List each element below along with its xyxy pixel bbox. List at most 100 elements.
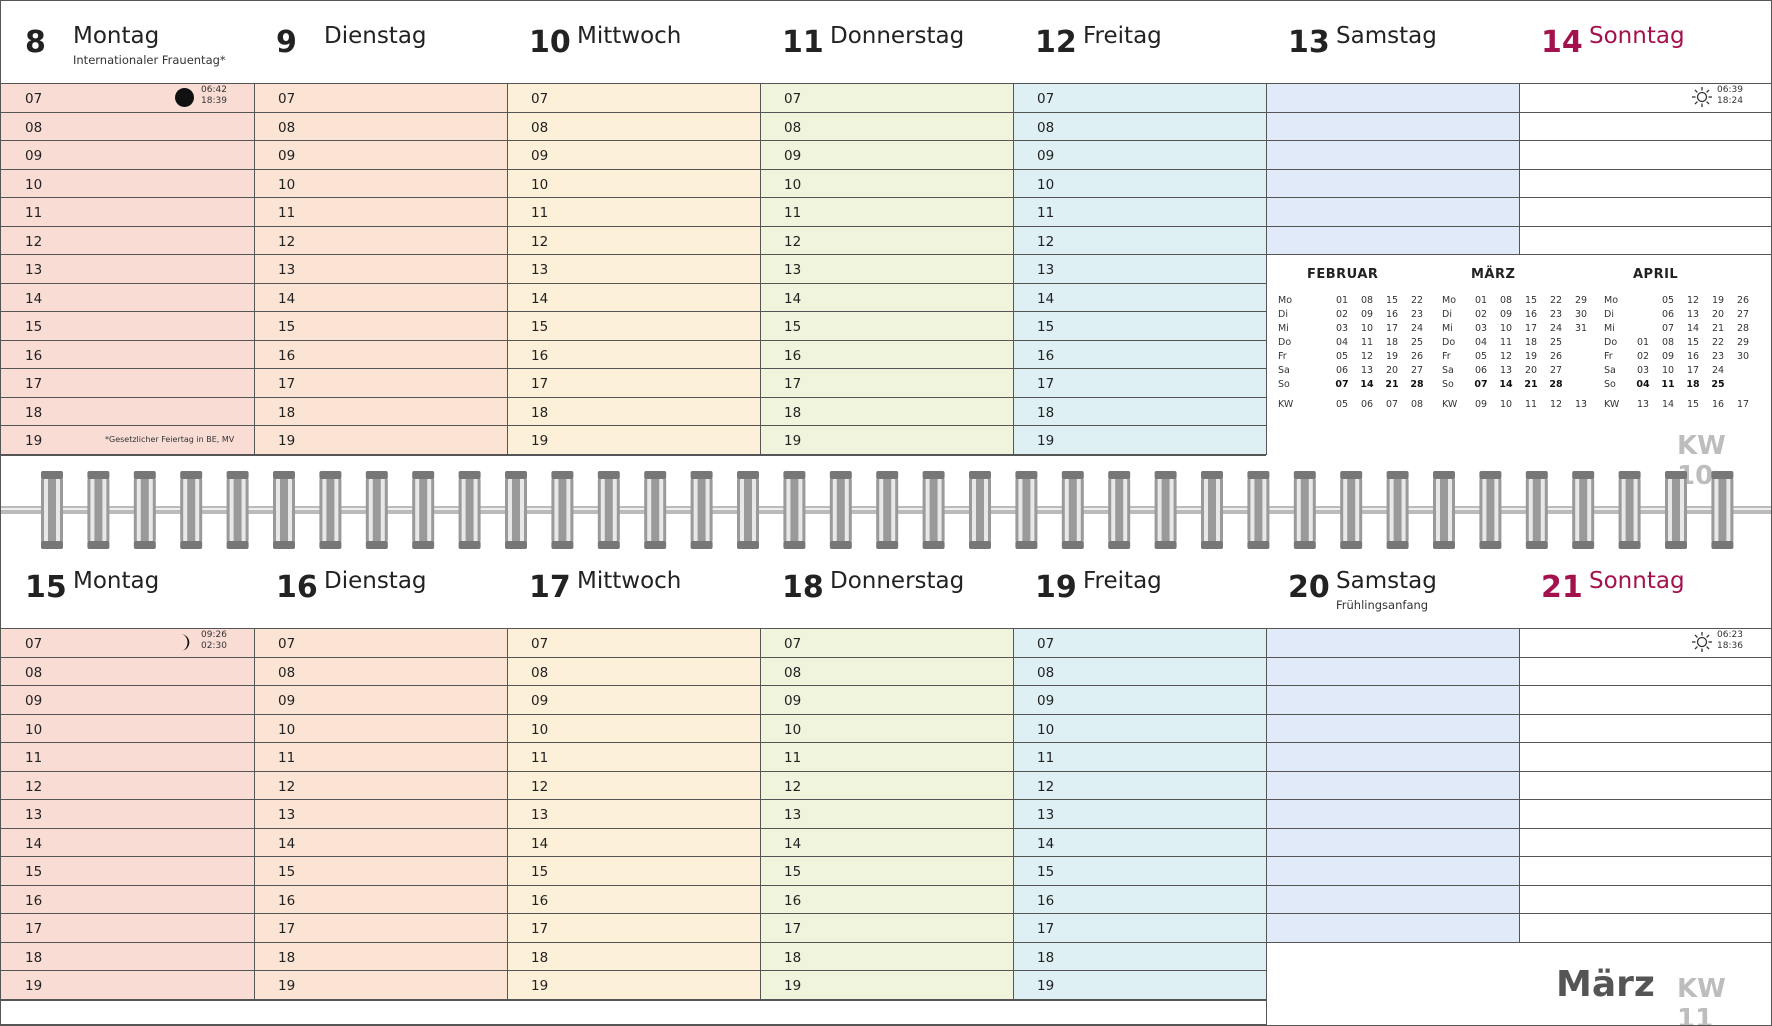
hour-row[interactable]: 18 xyxy=(507,943,760,971)
hour-row[interactable] xyxy=(1266,886,1519,914)
hour-row[interactable]: 11 xyxy=(254,198,507,227)
hour-row[interactable]: 08 xyxy=(760,658,1013,686)
hour-row[interactable] xyxy=(1266,84,1519,113)
hour-row[interactable] xyxy=(1266,141,1519,170)
hour-row[interactable] xyxy=(1266,857,1519,886)
hour-row[interactable]: 14 xyxy=(760,284,1013,312)
hour-row[interactable]: 19 xyxy=(507,426,760,455)
hour-row[interactable]: 15 xyxy=(1,857,254,886)
hour-row[interactable] xyxy=(1519,772,1771,800)
hour-row[interactable]: 10 xyxy=(1,715,254,743)
hour-row[interactable]: 08 xyxy=(507,113,760,141)
hour-row[interactable]: 12 xyxy=(1013,227,1266,255)
hour-row[interactable]: 17 xyxy=(1013,914,1266,943)
hour-row[interactable]: 10 xyxy=(507,170,760,198)
hour-row[interactable]: 10 xyxy=(254,170,507,198)
hour-row[interactable] xyxy=(1519,658,1771,686)
hour-row[interactable]: 18 xyxy=(760,398,1013,426)
hour-row[interactable]: 17 xyxy=(507,914,760,943)
hour-row[interactable]: 17 xyxy=(760,369,1013,398)
hour-row[interactable]: 13 xyxy=(760,800,1013,829)
hour-row[interactable]: 18 xyxy=(1,943,254,971)
hour-row[interactable] xyxy=(1266,686,1519,715)
hour-row[interactable]: 14 xyxy=(254,284,507,312)
hour-row[interactable]: 16 xyxy=(507,886,760,914)
hour-row[interactable]: 14 xyxy=(1013,284,1266,312)
hour-row[interactable]: 15 xyxy=(760,312,1013,341)
hour-row[interactable]: 12 xyxy=(254,772,507,800)
hour-row[interactable]: 16 xyxy=(507,341,760,369)
hour-row[interactable]: 07 xyxy=(254,84,507,113)
hour-row[interactable]: 11 xyxy=(507,198,760,227)
hour-row[interactable]: 09 xyxy=(507,686,760,715)
hour-row[interactable]: 10 xyxy=(760,715,1013,743)
hour-row[interactable] xyxy=(1266,914,1519,943)
hour-row[interactable]: 13 xyxy=(1,255,254,284)
hour-row[interactable]: 07 xyxy=(507,84,760,113)
hour-row[interactable]: 10 xyxy=(507,715,760,743)
hour-row[interactable]: 11 xyxy=(254,743,507,772)
hour-row[interactable]: 16 xyxy=(760,341,1013,369)
hour-row[interactable]: 08 xyxy=(1013,658,1266,686)
hour-row[interactable]: 19 xyxy=(1013,426,1266,455)
hour-row[interactable]: 10 xyxy=(1013,715,1266,743)
hour-row[interactable]: 13 xyxy=(1013,800,1266,829)
hour-row[interactable]: 11 xyxy=(507,743,760,772)
hour-row[interactable]: 12 xyxy=(507,772,760,800)
hour-row[interactable]: 12 xyxy=(254,227,507,255)
hour-row[interactable]: 19 xyxy=(1,426,254,455)
hour-row[interactable]: 15 xyxy=(507,857,760,886)
hour-row[interactable]: 19 xyxy=(254,426,507,455)
hour-row[interactable]: 08 xyxy=(507,658,760,686)
hour-row[interactable] xyxy=(1519,800,1771,829)
hour-row[interactable]: 11 xyxy=(1,198,254,227)
hour-row[interactable] xyxy=(1519,829,1771,857)
hour-row[interactable]: 14 xyxy=(1013,829,1266,857)
hour-row[interactable]: 17 xyxy=(760,914,1013,943)
hour-row[interactable]: 19 xyxy=(507,971,760,1000)
hour-row[interactable] xyxy=(1266,772,1519,800)
hour-row[interactable] xyxy=(1519,198,1771,227)
hour-row[interactable] xyxy=(1519,629,1771,658)
hour-row[interactable]: 12 xyxy=(760,772,1013,800)
hour-row[interactable]: 14 xyxy=(254,829,507,857)
hour-row[interactable]: 13 xyxy=(254,800,507,829)
hour-row[interactable]: 07 xyxy=(760,629,1013,658)
hour-row[interactable]: 07 xyxy=(760,84,1013,113)
hour-row[interactable]: 16 xyxy=(1,341,254,369)
hour-row[interactable]: 09 xyxy=(254,686,507,715)
hour-row[interactable]: 10 xyxy=(760,170,1013,198)
hour-row[interactable]: 09 xyxy=(254,141,507,170)
hour-row[interactable]: 19 xyxy=(1,971,254,1000)
hour-row[interactable]: 12 xyxy=(1,772,254,800)
hour-row[interactable]: 18 xyxy=(254,398,507,426)
hour-row[interactable] xyxy=(1266,715,1519,743)
hour-row[interactable]: 07 xyxy=(1,84,254,113)
hour-row[interactable]: 13 xyxy=(507,255,760,284)
hour-row[interactable]: 08 xyxy=(1,113,254,141)
hour-row[interactable]: 16 xyxy=(254,886,507,914)
hour-row[interactable]: 13 xyxy=(760,255,1013,284)
hour-row[interactable]: 18 xyxy=(1013,398,1266,426)
hour-row[interactable]: 16 xyxy=(1,886,254,914)
hour-row[interactable]: 16 xyxy=(1013,341,1266,369)
hour-row[interactable]: 09 xyxy=(1013,686,1266,715)
hour-row[interactable] xyxy=(1266,800,1519,829)
hour-row[interactable] xyxy=(1519,886,1771,914)
hour-row[interactable]: 07 xyxy=(1,629,254,658)
hour-row[interactable]: 15 xyxy=(254,312,507,341)
hour-row[interactable]: 08 xyxy=(760,113,1013,141)
hour-row[interactable] xyxy=(1266,227,1519,255)
hour-row[interactable]: 09 xyxy=(760,686,1013,715)
hour-row[interactable] xyxy=(1266,743,1519,772)
hour-row[interactable] xyxy=(1519,170,1771,198)
hour-row[interactable]: 09 xyxy=(760,141,1013,170)
hour-row[interactable]: 08 xyxy=(1013,113,1266,141)
hour-row[interactable]: 14 xyxy=(507,284,760,312)
hour-row[interactable]: 10 xyxy=(1,170,254,198)
hour-row[interactable]: 07 xyxy=(254,629,507,658)
hour-row[interactable]: 18 xyxy=(760,943,1013,971)
hour-row[interactable] xyxy=(1519,686,1771,715)
hour-row[interactable]: 18 xyxy=(254,943,507,971)
hour-row[interactable] xyxy=(1519,743,1771,772)
